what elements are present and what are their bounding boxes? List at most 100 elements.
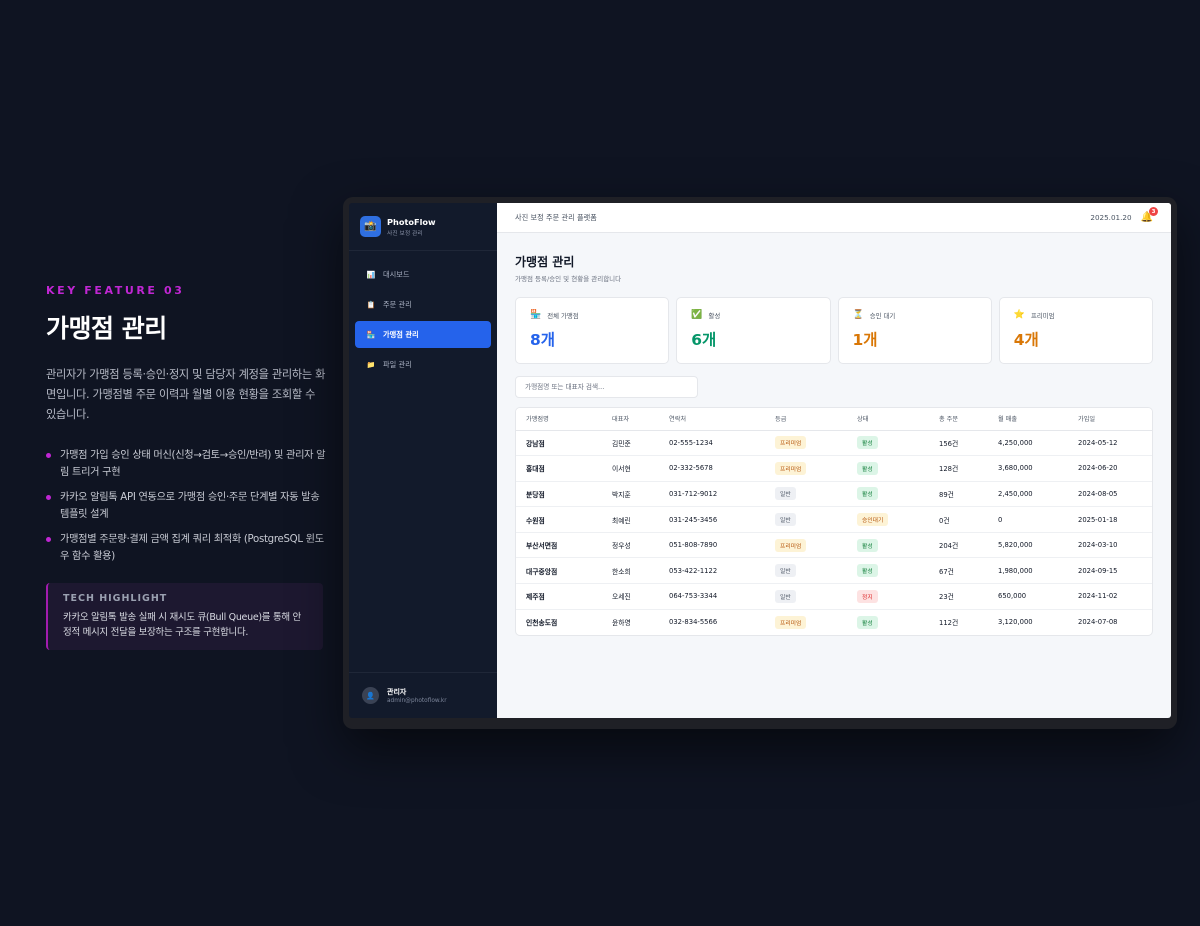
cell-revenue: 3,120,000 (998, 618, 1033, 627)
stat-card-pending: ⏳ 승인 대기 1개 (837, 297, 992, 364)
column-header[interactable]: 가맹점명 (516, 408, 602, 431)
search-input[interactable] (515, 376, 698, 398)
grade-badge: 프리미엄 (775, 538, 807, 552)
table-row[interactable]: 강남점 김민준 02-555-1234 프리미엄 활성 156건 4,250,000 2024… (516, 430, 1152, 457)
camera-icon: 📸 (360, 216, 381, 237)
feature-description: KEY FEATURE 03 가맹점 관리 관리자가 가맹점 등록·승인·정지 … (46, 284, 326, 650)
sidebar-item-dashboard[interactable]: 📊 대시보드 (355, 261, 491, 288)
cell-phone: 051-808-7890 (659, 532, 765, 559)
cell-joined: 2024-11-02 (1068, 583, 1152, 610)
notification-button[interactable]: 🔔 3 (1140, 207, 1158, 223)
column-header[interactable]: 가입일 (1068, 408, 1152, 431)
sidebar-item-label: 가맹점 관리 (383, 329, 419, 339)
column-header[interactable]: 총 주문 (929, 408, 988, 431)
cell-orders: 128건 (929, 455, 988, 482)
cell-phone: 031-245-3456 (659, 506, 765, 533)
cell-name: 분당점 (516, 481, 602, 508)
cell-grade: 일반 (765, 481, 847, 508)
stat-value: 6개 (691, 331, 717, 349)
status-badge: 활성 (857, 487, 878, 501)
brand-name: PhotoFlow (387, 216, 436, 227)
table-header-row: 가맹점명 대표자 연락처 등급 상태 총 주문 월 매출 가입일 (516, 408, 1152, 431)
table-row[interactable]: 인천송도점 윤하영 032-834-5566 프리미엄 활성 112건 3,120,000 2… (516, 609, 1152, 635)
cell-joined: 2024-03-10 (1068, 532, 1152, 559)
stat-card-active: ✅ 활성 6개 (676, 297, 831, 364)
page-content: 가맹점 관리 가맹점 등록/승인 및 현황을 관리합니다 🏪 전체 가맹점 8개 … (497, 233, 1171, 636)
brand[interactable]: 📸 PhotoFlow 사진 보정 관리 (349, 203, 497, 251)
cell-grade: 일반 (765, 557, 847, 585)
cell-phone: 032-834-5566 (669, 618, 718, 627)
brand-subtitle: 사진 보정 관리 (387, 230, 423, 237)
cell-grade: 일반 (765, 583, 847, 610)
cell-revenue: 5,820,000 (988, 532, 1068, 559)
cell-joined: 2024-08-05 (1068, 481, 1152, 508)
cell-owner: 최예린 (602, 506, 659, 533)
cell-joined: 2024-07-08 (1078, 618, 1118, 627)
topbar: 사진 보정 주문 관리 플랫폼 2025.01.20 🔔 3 (497, 203, 1171, 233)
grade-badge: 일반 (775, 589, 796, 603)
cell-status: 정지 (847, 583, 929, 610)
cell-phone: 053-422-1122 (659, 557, 765, 585)
stat-label: 활성 (708, 311, 721, 320)
table-row[interactable]: 수원점 최예린 031-245-3456 일반 승인대기 0건 0 2025-01-18 (516, 506, 1152, 533)
cell-phone: 02-332-5678 (659, 455, 765, 482)
cell-grade: 프리미엄 (765, 532, 847, 559)
table-row[interactable]: 부산서면점 정우성 051-808-7890 프리미엄 활성 204건 5,820,000 2… (516, 532, 1152, 559)
status-badge: 승인대기 (857, 513, 889, 527)
cell-revenue: 1,980,000 (988, 557, 1068, 585)
column-header[interactable]: 등급 (765, 408, 847, 431)
feature-bullet: 가맹점 가입 승인 상태 머신(신청→검토→승인/반려) 및 관리자 알림 트리… (46, 447, 326, 481)
feature-bullets: 가맹점 가입 승인 상태 머신(신청→검토→승인/반려) 및 관리자 알림 트리… (46, 447, 326, 565)
sidebar-item-files[interactable]: 📁 파일 관리 (355, 351, 491, 378)
feature-bullet: 카카오 알림톡 API 연동으로 가맹점 승인·주문 단계별 자동 발송 템플릿… (46, 489, 326, 523)
sidebar-nav: 📊 대시보드 📋 주문 관리 🏪 가맹점 관리 📁 파일 관리 (349, 251, 497, 378)
tech-highlight-label: TECH HIGHLIGHT (63, 593, 168, 604)
stat-label: 프리미엄 (1030, 311, 1055, 320)
bell-icon: 🔔 (1140, 212, 1153, 223)
table-row[interactable]: 대구중앙점 한소희 053-422-1122 일반 활성 67건 1,980,000 2024… (516, 557, 1152, 585)
sidebar-item-franchises[interactable]: 🏪 가맹점 관리 (355, 321, 491, 348)
page-subtitle: 가맹점 등록/승인 및 현황을 관리합니다 (515, 275, 622, 283)
cell-grade: 프리미엄 (765, 455, 847, 482)
check-icon: ✅ (691, 310, 703, 320)
avatar: 👤 (362, 687, 379, 704)
cell-owner: 윤하영 (612, 619, 631, 628)
stat-card-premium: ⭐ 프리미엄 4개 (998, 297, 1153, 364)
stat-value: 8개 (530, 331, 556, 349)
cell-revenue: 4,250,000 (988, 430, 1068, 457)
cell-orders: 0건 (929, 506, 988, 533)
grade-badge: 일반 (775, 487, 796, 501)
feature-title: 가맹점 관리 (46, 314, 167, 343)
table-row[interactable]: 제주점 오세진 064-753-3344 일반 정지 23건 650,000 2024-11-… (516, 583, 1152, 610)
cell-phone: 02-555-1234 (659, 430, 765, 457)
cell-owner: 김민준 (602, 430, 659, 457)
user-profile[interactable]: 👤 관리자 admin@photoflow.kr (349, 672, 497, 718)
grade-badge: 일반 (775, 513, 796, 527)
status-badge: 활성 (857, 564, 878, 578)
cell-grade: 프리미엄 (765, 430, 847, 457)
cell-status: 활성 (847, 609, 929, 635)
column-header[interactable]: 월 매출 (988, 408, 1068, 431)
star-icon: ⭐ (1013, 310, 1025, 320)
stat-label: 승인 대기 (869, 311, 896, 320)
status-badge: 활성 (857, 615, 878, 629)
cell-orders: 67건 (929, 557, 988, 585)
column-header[interactable]: 대표자 (602, 408, 659, 431)
sidebar-item-label: 주문 관리 (383, 299, 412, 309)
table-row[interactable]: 홍대점 이서현 02-332-5678 프리미엄 활성 128건 3,680,000 2024… (516, 455, 1152, 482)
franchise-table: 가맹점명 대표자 연락처 등급 상태 총 주문 월 매출 가입일 강남점 김민준 0… (515, 407, 1153, 636)
cell-owner: 오세진 (602, 583, 659, 610)
column-header[interactable]: 상태 (847, 408, 929, 431)
bullet-text: 가맹점별 주문량·결제 금액 집계 쿼리 최적화 (PostgreSQL 윈도우… (60, 534, 324, 562)
stat-value: 4개 (1013, 331, 1039, 349)
cell-orders: 112건 (939, 619, 959, 628)
bullet-text: 카카오 알림톡 API 연동으로 가맹점 승인·주문 단계별 자동 발송 템플릿… (60, 492, 320, 520)
sidebar-item-orders[interactable]: 📋 주문 관리 (355, 291, 491, 318)
cell-joined: 2024-06-20 (1068, 455, 1152, 482)
column-header[interactable]: 연락처 (659, 408, 765, 431)
table-row[interactable]: 분당점 박지훈 031-712-9012 일반 활성 89건 2,450,000 2024-0… (516, 481, 1152, 508)
cell-orders: 23건 (929, 583, 988, 610)
sidebar-item-label: 파일 관리 (383, 359, 412, 369)
cell-owner: 박지훈 (602, 481, 659, 508)
cell-name: 인천송도점 (526, 619, 558, 628)
